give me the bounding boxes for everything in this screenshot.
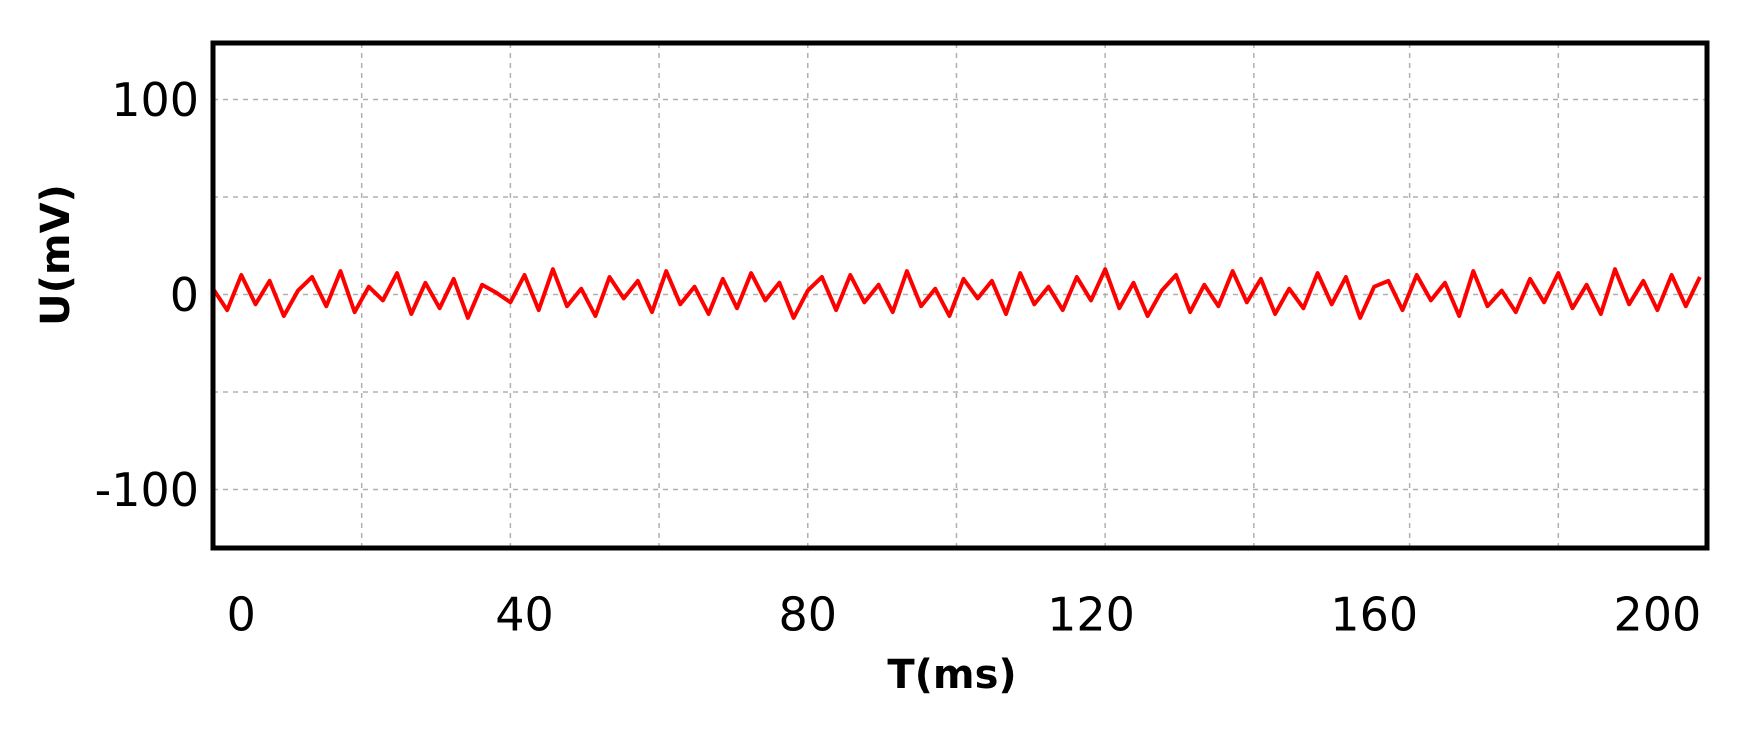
x-tick-label: 0 — [227, 588, 256, 642]
x-tick-label: 200 — [1614, 588, 1702, 642]
y-axis-label: U(mV) — [33, 184, 79, 326]
x-tick-label: 160 — [1330, 588, 1418, 642]
plot-frame — [210, 40, 1710, 551]
y-tick-label: 100 — [111, 73, 199, 127]
signal-line — [211, 267, 1702, 320]
x-tick-label: 80 — [778, 588, 837, 642]
y-tick-label: -100 — [95, 463, 199, 517]
x-axis-label: T(ms) — [887, 652, 1016, 698]
y-tick-label: 0 — [170, 268, 199, 322]
x-tick-label: 40 — [495, 588, 554, 642]
x-tick-label: 120 — [1047, 588, 1135, 642]
